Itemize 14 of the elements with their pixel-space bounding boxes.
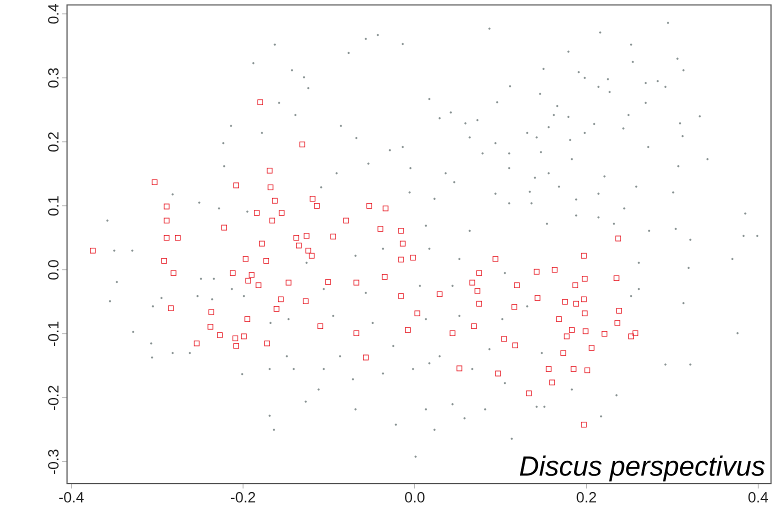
x-tick-label: 0.2 [576,492,596,502]
y-tick-label: -0.2 [48,386,59,410]
y-tick-label: 0.4 [48,4,59,24]
y-tick-label: 0.2 [48,132,59,152]
x-tick-label: -0.4 [59,492,84,502]
y-tick-label: 0.3 [48,68,59,88]
y-tick-label: -0.3 [48,450,59,474]
y-tick-label: -0.1 [48,322,59,346]
x-tick-label: 0.0 [405,492,424,502]
y-tick-label: 0.0 [48,260,59,280]
annotation: Discus perspectivus [520,455,765,482]
x-tick-label: -0.2 [230,492,256,502]
y-tick-label: 0.1 [48,196,59,216]
x-tick-label: 0.4 [748,492,768,502]
